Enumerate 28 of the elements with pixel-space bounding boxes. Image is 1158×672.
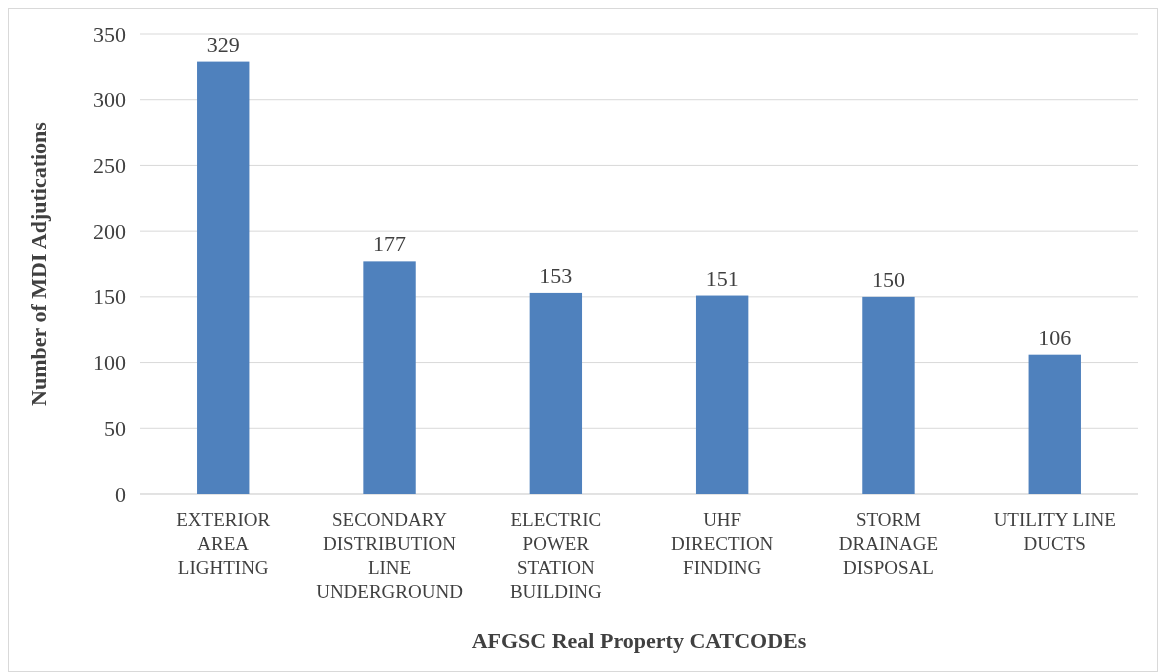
bar xyxy=(862,296,915,494)
data-label: 153 xyxy=(539,262,573,288)
x-tick-label: STORM DRAINAGE DISPOSAL xyxy=(838,509,939,578)
data-label: 329 xyxy=(206,31,240,57)
data-label: 106 xyxy=(1038,324,1072,350)
x-tick-label: ELECTRIC POWER STATION BUILDING xyxy=(509,509,603,602)
y-tick-label: 100 xyxy=(93,350,126,376)
x-tick-label: UHF DIRECTION FINDING xyxy=(670,509,774,578)
y-tick-label: 350 xyxy=(93,21,126,47)
x-tick-label: UTILITY LINE DUCTS xyxy=(993,509,1116,554)
x-tick-label: SECONDARY DISTRIBUTION LINE UNDERGROUND xyxy=(316,509,463,602)
y-tick-label: 300 xyxy=(93,87,126,113)
y-axis-title: Number of MDI Adjutications xyxy=(26,121,51,406)
bar xyxy=(363,261,416,494)
x-axis-title: AFGSC Real Property CATCODEs xyxy=(471,628,807,653)
y-tick-label: 200 xyxy=(93,218,126,244)
y-tick-label: 250 xyxy=(93,152,126,178)
data-label: 150 xyxy=(871,266,905,292)
bar xyxy=(695,295,749,494)
x-tick-label: EXTERIOR AREA LIGHTING xyxy=(176,509,271,578)
bar xyxy=(1028,354,1081,494)
data-label: 177 xyxy=(373,231,407,257)
bar xyxy=(529,292,583,494)
y-tick-label: 150 xyxy=(93,284,126,310)
bar xyxy=(197,61,250,494)
y-tick-label: 0 xyxy=(115,481,126,507)
data-label: 151 xyxy=(705,265,739,291)
y-tick-label: 50 xyxy=(104,415,126,441)
